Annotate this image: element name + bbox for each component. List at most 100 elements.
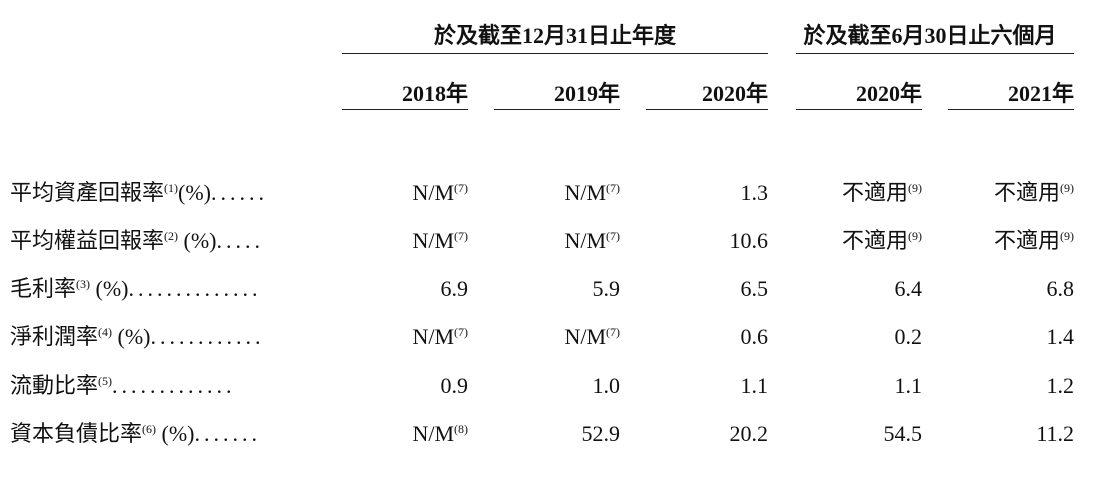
cell-value: 0.6 [740,324,769,349]
cell-value: 不適用 [993,180,1060,205]
footnote-marker: (7) [454,229,468,243]
table-cell: 1.1 [646,366,769,406]
group-rule-fiscal-year [342,53,768,54]
footnote-marker: (7) [606,229,620,243]
year-header-2019: 2019年 [553,81,620,106]
footnote-marker: (4) [98,325,113,339]
cell-value: N/M [412,228,454,253]
row-label-unit: (%) [156,421,195,446]
table-cell: 不適用(9) [796,221,922,261]
row-label-text: 平均權益回報率 [10,228,165,253]
cell-value: N/M [564,228,606,253]
cell-value: 6.4 [894,276,923,301]
year-rule-2020-fy [646,109,768,110]
cell-value: 1.0 [592,373,621,398]
cell-value: 11.2 [1036,421,1074,446]
table-cell: N/M(7) [342,317,468,357]
year-header-2020-6m: 2020年 [855,81,922,106]
leader-dots: ..... [216,228,264,253]
cell-value: 1.1 [894,373,923,398]
table-cell: 不適用(9) [796,173,922,213]
table-cell: N/M(7) [494,221,620,261]
footnote-marker: (7) [606,325,620,339]
cell-value: 1.1 [740,373,769,398]
footnote-marker: (7) [454,181,468,195]
group-header-six-months: 於及截至6月30日止六個月 [803,23,1057,48]
table-cell: 0.9 [342,366,469,406]
row-label-text: 平均資產回報率 [10,180,165,205]
footnote-marker: (8) [454,422,468,436]
footnote-marker: (7) [454,325,468,339]
row-label-text: 流動比率 [10,373,99,398]
table-cell: 6.5 [646,269,769,309]
table-cell: 1.0 [494,366,621,406]
leader-dots: ............. [112,373,236,398]
cell-value: 10.6 [729,228,769,253]
cell-value: 1.2 [1046,373,1075,398]
table-row: 毛利率(3) (%).............. 6.9 5.9 6.5 6.4… [0,269,1096,309]
year-header-2018: 2018年 [401,81,468,106]
row-label-unit: (%) [178,180,211,205]
footnote-marker: (9) [1060,181,1074,195]
row-label: 流動比率(5)............. [10,366,330,406]
footnote-marker: (9) [1060,229,1074,243]
table-cell: 0.6 [646,317,769,357]
cell-value: 54.5 [883,421,923,446]
row-label-text: 資本負債比率 [10,421,143,446]
footnote-marker: (3) [76,277,91,291]
table-cell: 不適用(9) [948,221,1074,261]
group-rule-six-months [796,53,1074,54]
cell-value: 20.2 [729,421,769,446]
cell-value: 6.9 [440,276,469,301]
table-cell: 6.4 [796,269,923,309]
cell-value: 不適用 [841,180,908,205]
cell-value: 6.8 [1046,276,1075,301]
row-label: 平均資產回報率(1)(%)...... [10,173,330,213]
footnote-marker: (2) [164,229,179,243]
cell-value: N/M [412,421,454,446]
row-label-text: 毛利率 [10,276,77,301]
year-rule-2020-6m [796,109,922,110]
cell-value: N/M [564,180,606,205]
table-cell: 1.3 [646,173,769,213]
table-cell: 6.8 [948,269,1075,309]
cell-value: 0.9 [440,373,469,398]
row-label-text: 淨利潤率 [10,324,99,349]
footnote-marker: (1) [164,181,179,195]
row-label-unit: (%) [178,228,217,253]
year-rule-2021-6m [948,109,1074,110]
leader-dots: .............. [128,276,262,301]
table-row: 資本負債比率(6) (%)....... N/M(8) 52.9 20.2 54… [0,414,1096,454]
leader-dots: ....... [194,421,261,446]
table-cell: 52.9 [494,414,621,454]
leader-dots: ............ [150,324,265,349]
row-label: 資本負債比率(6) (%)....... [10,414,330,454]
row-label-unit: (%) [112,324,151,349]
table-row: 淨利潤率(4) (%)............ N/M(7) N/M(7) 0.… [0,317,1096,357]
cell-value: 1.4 [1046,324,1075,349]
footnote-marker: (5) [98,374,113,388]
footnote-marker: (9) [908,181,922,195]
table-cell: N/M(7) [494,317,620,357]
row-label-unit: (%) [90,276,129,301]
cell-value: N/M [412,324,454,349]
year-rule-2019 [494,109,620,110]
cell-value: 1.3 [740,180,769,205]
table-cell: 10.6 [646,221,769,261]
table-cell: N/M(7) [342,173,468,213]
year-header-2021-6m: 2021年 [1007,81,1074,106]
table-cell: 不適用(9) [948,173,1074,213]
table-cell: N/M(7) [342,221,468,261]
cell-value: 6.5 [740,276,769,301]
table-cell: 5.9 [494,269,621,309]
year-rule-2018 [342,109,468,110]
table-row: 流動比率(5)............. 0.9 1.0 1.1 1.1 1.2 [0,366,1096,406]
footnote-marker: (9) [908,229,922,243]
cell-value: 52.9 [581,421,621,446]
leader-dots: ...... [211,180,268,205]
table-cell: 11.2 [948,414,1074,454]
table-cell: 1.4 [948,317,1075,357]
row-label: 淨利潤率(4) (%)............ [10,317,330,357]
table-cell: 20.2 [646,414,769,454]
cell-value: N/M [564,324,606,349]
